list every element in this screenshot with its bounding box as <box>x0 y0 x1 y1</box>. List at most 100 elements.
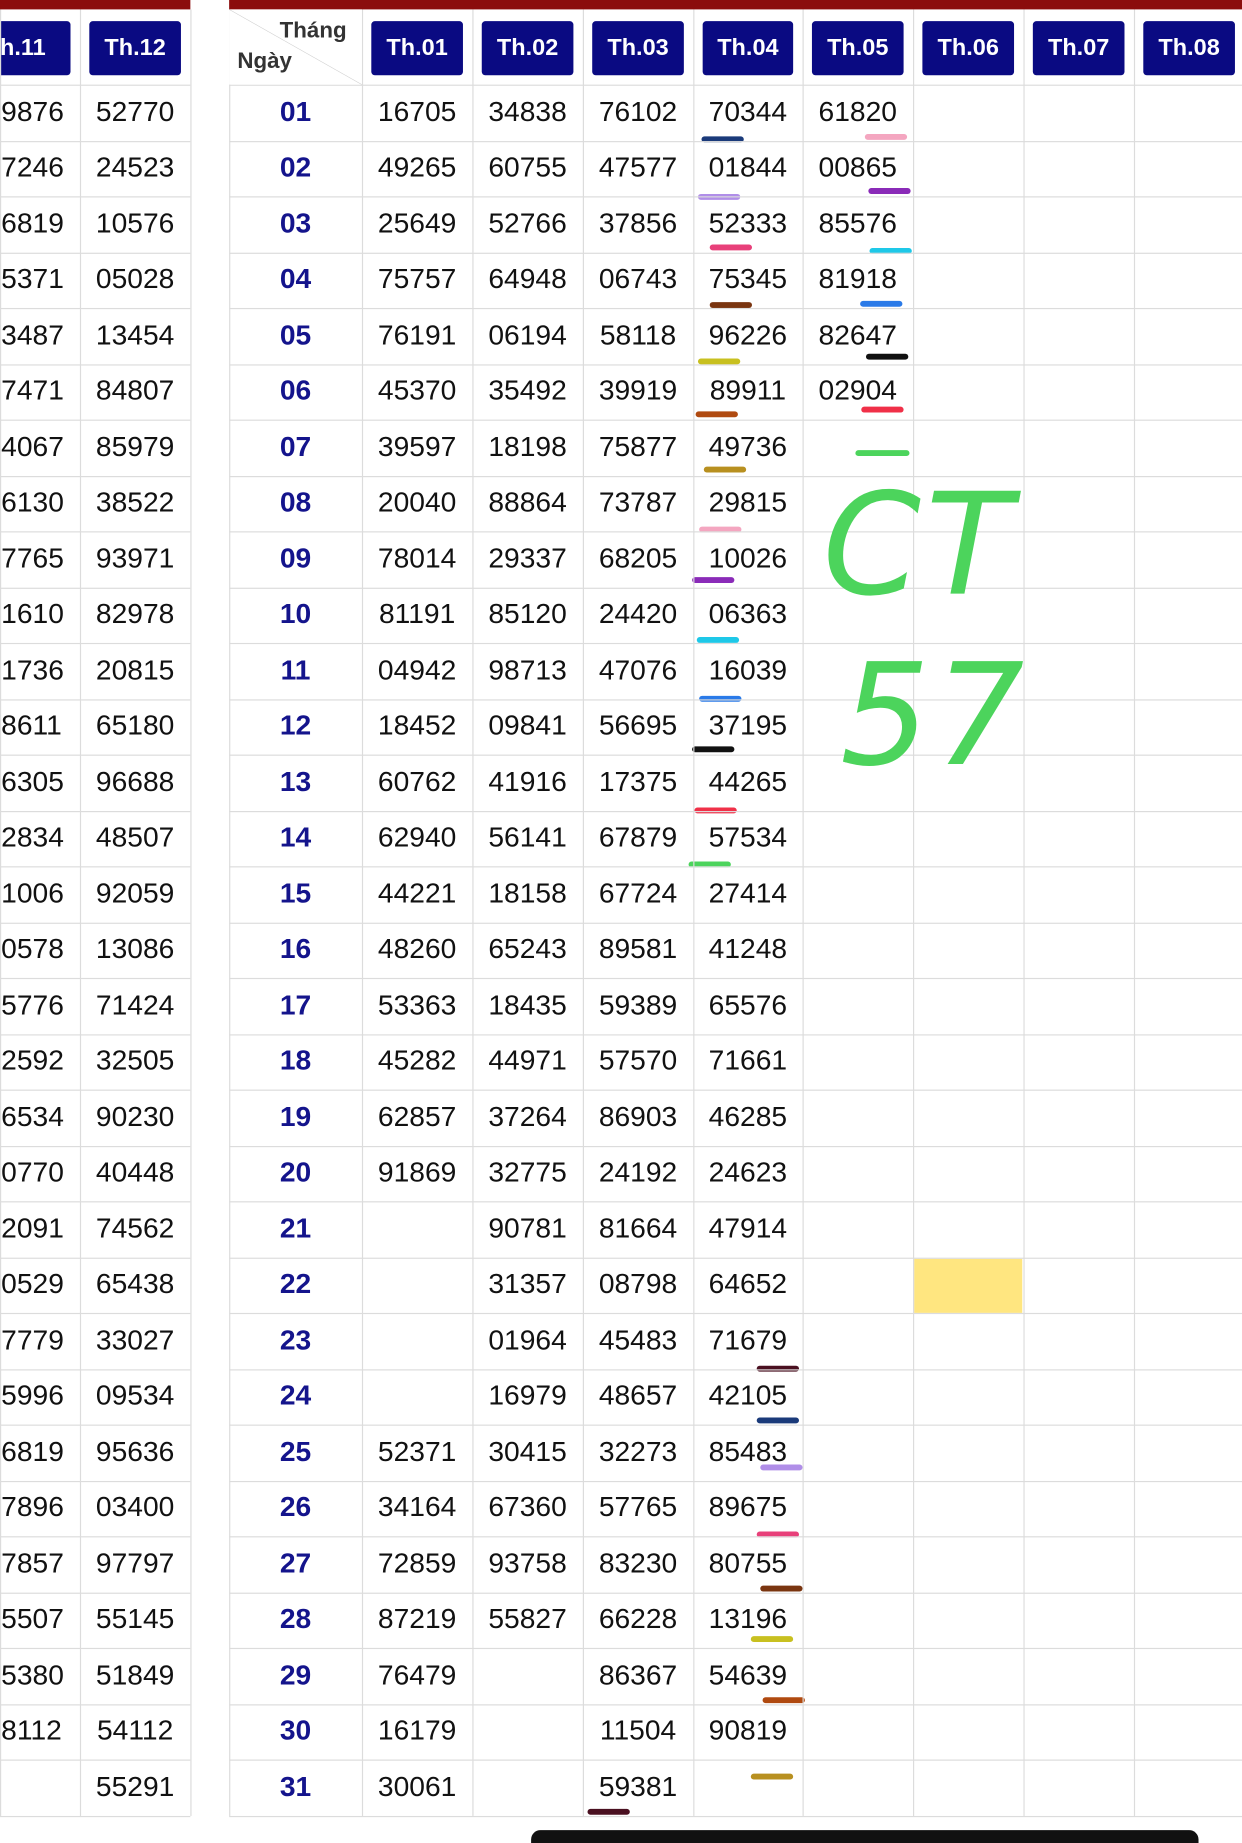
cell: 86903 <box>598 1101 678 1133</box>
cell: 39597 <box>377 431 457 463</box>
day-label: 08 <box>279 486 312 519</box>
cell: 52333 <box>708 207 788 240</box>
hand-dash <box>855 450 910 457</box>
cell: 85483 <box>708 1436 788 1468</box>
cell: 13196 <box>708 1603 788 1636</box>
grid-line <box>229 1145 1242 1147</box>
grid-line <box>229 1201 1242 1203</box>
cell: 55145 <box>95 1603 175 1636</box>
cell: 41916 <box>488 766 567 798</box>
cell: 6305 <box>1 766 64 798</box>
cell: 6534 <box>1 1101 64 1133</box>
cell: 44971 <box>488 1045 567 1077</box>
cell: 27414 <box>708 877 788 910</box>
cell: 54112 <box>96 1715 174 1747</box>
grid-line <box>912 9 915 1816</box>
cell: 67360 <box>488 1491 567 1524</box>
cell: 6819 <box>1 207 64 240</box>
grid-line <box>0 866 191 868</box>
grid-line <box>229 140 1242 142</box>
cell: 67879 <box>598 821 678 854</box>
grid-line <box>0 196 191 198</box>
cell: 5996 <box>1 1380 64 1412</box>
day-label: 19 <box>279 1101 312 1133</box>
grid-line <box>0 419 191 421</box>
cell: 97797 <box>95 1547 175 1580</box>
header-button: h.11 <box>0 21 71 76</box>
cell: 0529 <box>1 1268 64 1301</box>
grid-line <box>229 252 1242 254</box>
cell: 71424 <box>95 989 175 1022</box>
day-label: 01 <box>279 96 312 128</box>
grid-line <box>229 1424 1242 1426</box>
cell: 01964 <box>488 1324 567 1357</box>
underline-mark <box>860 300 903 307</box>
underline-mark <box>703 466 747 473</box>
cell: 06363 <box>708 598 788 631</box>
header-button: Th.05 <box>811 21 904 76</box>
underline-mark <box>587 1808 630 1815</box>
cell: 1006 <box>1 877 64 910</box>
cell: 42105 <box>708 1380 788 1412</box>
grid-line <box>0 1201 191 1203</box>
cell: 49736 <box>708 431 788 463</box>
cell: 85120 <box>488 598 567 631</box>
day-label: 18 <box>279 1045 312 1077</box>
day-label: 26 <box>279 1491 312 1524</box>
grid-line <box>0 977 191 980</box>
cell: 13454 <box>95 319 175 352</box>
cell: 20040 <box>377 486 457 519</box>
cell: 20815 <box>95 654 175 687</box>
underline-mark <box>692 746 735 753</box>
cell: 44265 <box>708 766 788 798</box>
cell: 57570 <box>598 1045 678 1077</box>
cell: 7471 <box>1 375 64 407</box>
underline-mark <box>756 1417 800 1424</box>
top-bar <box>229 0 1242 10</box>
day-label: 15 <box>279 877 312 910</box>
cell: 18198 <box>488 431 567 463</box>
underline-mark <box>750 1773 794 1780</box>
underline-mark <box>868 188 911 194</box>
cell: 16179 <box>377 1715 457 1747</box>
cell: 8611 <box>1 710 62 742</box>
cell: 59389 <box>598 989 678 1022</box>
cell: 44221 <box>377 877 457 910</box>
cell: 45282 <box>377 1045 457 1077</box>
grid-line <box>472 9 474 1816</box>
cell: 89675 <box>708 1491 788 1524</box>
cell: 1610 <box>1 598 64 631</box>
grid-line <box>0 1815 191 1817</box>
grid-line <box>0 1703 191 1705</box>
grid-line <box>0 698 191 700</box>
header-button: Th.06 <box>922 21 1015 76</box>
underline-mark <box>696 637 740 643</box>
cell: 81664 <box>598 1212 678 1245</box>
top-bar <box>0 0 191 10</box>
underline-mark <box>699 526 742 533</box>
cell: 29337 <box>488 542 567 575</box>
annotation-line1: CT <box>822 464 1017 628</box>
cell: 54639 <box>708 1659 788 1692</box>
grid-line <box>0 1257 191 1259</box>
cell: 24523 <box>95 151 175 184</box>
day-label: 09 <box>279 542 312 575</box>
cell: 90230 <box>95 1101 175 1133</box>
grid-line <box>229 84 1242 86</box>
cell: 71679 <box>708 1324 788 1357</box>
day-label: 28 <box>279 1603 312 1636</box>
grid-line <box>229 642 1242 645</box>
cell: 39919 <box>598 375 678 407</box>
cell: 18435 <box>488 989 567 1022</box>
grid-line <box>229 754 1242 756</box>
grid-line <box>693 9 695 1816</box>
header-button: Th.02 <box>481 21 574 76</box>
cell: 57765 <box>598 1491 678 1524</box>
cell: 75877 <box>598 431 678 463</box>
cell: 98713 <box>488 654 567 687</box>
header-button: Th.03 <box>592 21 684 76</box>
bottom-bar <box>531 1830 1199 1843</box>
underline-mark <box>701 136 744 143</box>
